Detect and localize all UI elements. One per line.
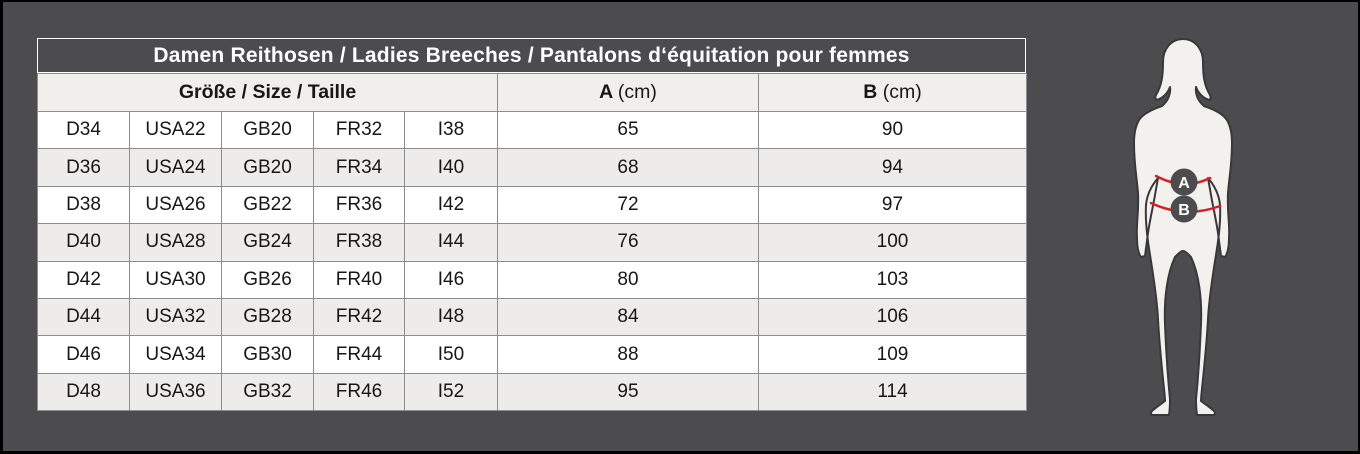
measurement-figure: A B [1125, 29, 1241, 421]
size-fr-cell: FR46 [313, 372, 405, 412]
size-d-cell: D40 [37, 223, 130, 262]
size-table-container: Damen Reithosen / Ladies Breeches / Pant… [37, 38, 1027, 412]
size-d-cell: D38 [37, 185, 130, 225]
column-b-unit: (cm) [882, 81, 922, 103]
size-gb-cell: GB28 [221, 297, 314, 337]
size-d-cell: D44 [37, 297, 130, 337]
size-d-cell: D48 [37, 372, 130, 412]
size-usa-cell: USA30 [129, 260, 222, 299]
size-fr-cell: FR38 [313, 223, 405, 262]
table-header-row: Größe / Size / Taille A (cm) B (cm) [37, 73, 1027, 112]
column-b-header: B (cm) [758, 73, 1027, 112]
column-a-unit: (cm) [617, 81, 657, 103]
b-value-cell: 106 [758, 297, 1027, 337]
size-usa-cell: USA36 [129, 372, 222, 412]
b-value-cell: 97 [758, 185, 1027, 225]
b-value-cell: 109 [758, 335, 1027, 374]
b-value-cell: 94 [758, 148, 1027, 187]
a-value-cell: 88 [497, 335, 759, 374]
size-i-cell: I46 [404, 260, 498, 299]
a-value-cell: 84 [497, 297, 759, 337]
size-fr-cell: FR40 [313, 260, 405, 299]
size-columns-header: Größe / Size / Taille [37, 73, 498, 112]
table-row: D46 USA34 GB30 FR44 I50 88 109 [37, 335, 1027, 374]
size-i-cell: I50 [404, 335, 498, 374]
table-row: D42 USA30 GB26 FR40 I46 80 103 [37, 260, 1027, 299]
size-d-cell: D36 [37, 148, 130, 187]
female-body-silhouette [1133, 38, 1233, 416]
size-i-cell: I40 [404, 148, 498, 187]
size-fr-cell: FR32 [313, 110, 405, 150]
table-row: D34 USA22 GB20 FR32 I38 65 90 [37, 110, 1027, 150]
column-a-header: A (cm) [497, 73, 759, 112]
size-i-cell: I38 [404, 110, 498, 150]
b-value-cell: 100 [758, 223, 1027, 262]
size-fr-cell: FR34 [313, 148, 405, 187]
b-value-cell: 114 [758, 372, 1027, 412]
size-gb-cell: GB26 [221, 260, 314, 299]
size-gb-cell: GB24 [221, 223, 314, 262]
a-value-cell: 95 [497, 372, 759, 412]
size-table: Größe / Size / Taille A (cm) B (cm) D34 U… [37, 73, 1027, 412]
size-fr-cell: FR36 [313, 185, 405, 225]
size-usa-cell: USA32 [129, 297, 222, 337]
a-value-cell: 65 [497, 110, 759, 150]
size-gb-cell: GB20 [221, 110, 314, 150]
size-usa-cell: USA34 [129, 335, 222, 374]
size-usa-cell: USA22 [129, 110, 222, 150]
size-gb-cell: GB22 [221, 185, 314, 225]
badge-b-circle [1170, 195, 1198, 223]
size-table-body: D34 USA22 GB20 FR32 I38 65 90 D36 USA24 GB20 FR34 I… [37, 110, 1027, 412]
size-fr-cell: FR42 [313, 297, 405, 337]
b-value-cell: 103 [758, 260, 1027, 299]
b-value-cell: 90 [758, 110, 1027, 150]
size-usa-cell: USA28 [129, 223, 222, 262]
table-row: D38 USA26 GB22 FR36 I42 72 97 [37, 185, 1027, 225]
size-i-cell: I42 [404, 185, 498, 225]
size-gb-cell: GB32 [221, 372, 314, 412]
table-row: D36 USA24 GB20 FR34 I40 68 94 [37, 148, 1027, 187]
size-usa-cell: USA24 [129, 148, 222, 187]
table-row: D40 USA28 GB24 FR38 I44 76 100 [37, 223, 1027, 262]
size-d-cell: D46 [37, 335, 130, 374]
size-i-cell: I44 [404, 223, 498, 262]
size-fr-cell: FR44 [313, 335, 405, 374]
badge-b-label: B [1178, 202, 1190, 219]
column-b-letter: B [863, 81, 878, 103]
a-value-cell: 68 [497, 148, 759, 187]
column-a-letter: A [599, 81, 613, 103]
size-usa-cell: USA26 [129, 185, 222, 225]
size-i-cell: I52 [404, 372, 498, 412]
badge-a-label: A [1178, 175, 1190, 192]
badge-a-circle [1170, 168, 1198, 196]
table-row: D48 USA36 GB32 FR46 I52 95 114 [37, 372, 1027, 412]
table-row: D44 USA32 GB28 FR42 I48 84 106 [37, 297, 1027, 337]
a-value-cell: 76 [497, 223, 759, 262]
a-value-cell: 72 [497, 185, 759, 225]
table-title: Damen Reithosen / Ladies Breeches / Pant… [37, 38, 1026, 73]
female-silhouette-graphic: A B [1133, 38, 1233, 416]
a-value-cell: 80 [497, 260, 759, 299]
size-d-cell: D34 [37, 110, 130, 150]
size-gb-cell: GB20 [221, 148, 314, 187]
size-gb-cell: GB30 [221, 335, 314, 374]
size-d-cell: D42 [37, 260, 130, 299]
size-i-cell: I48 [404, 297, 498, 337]
